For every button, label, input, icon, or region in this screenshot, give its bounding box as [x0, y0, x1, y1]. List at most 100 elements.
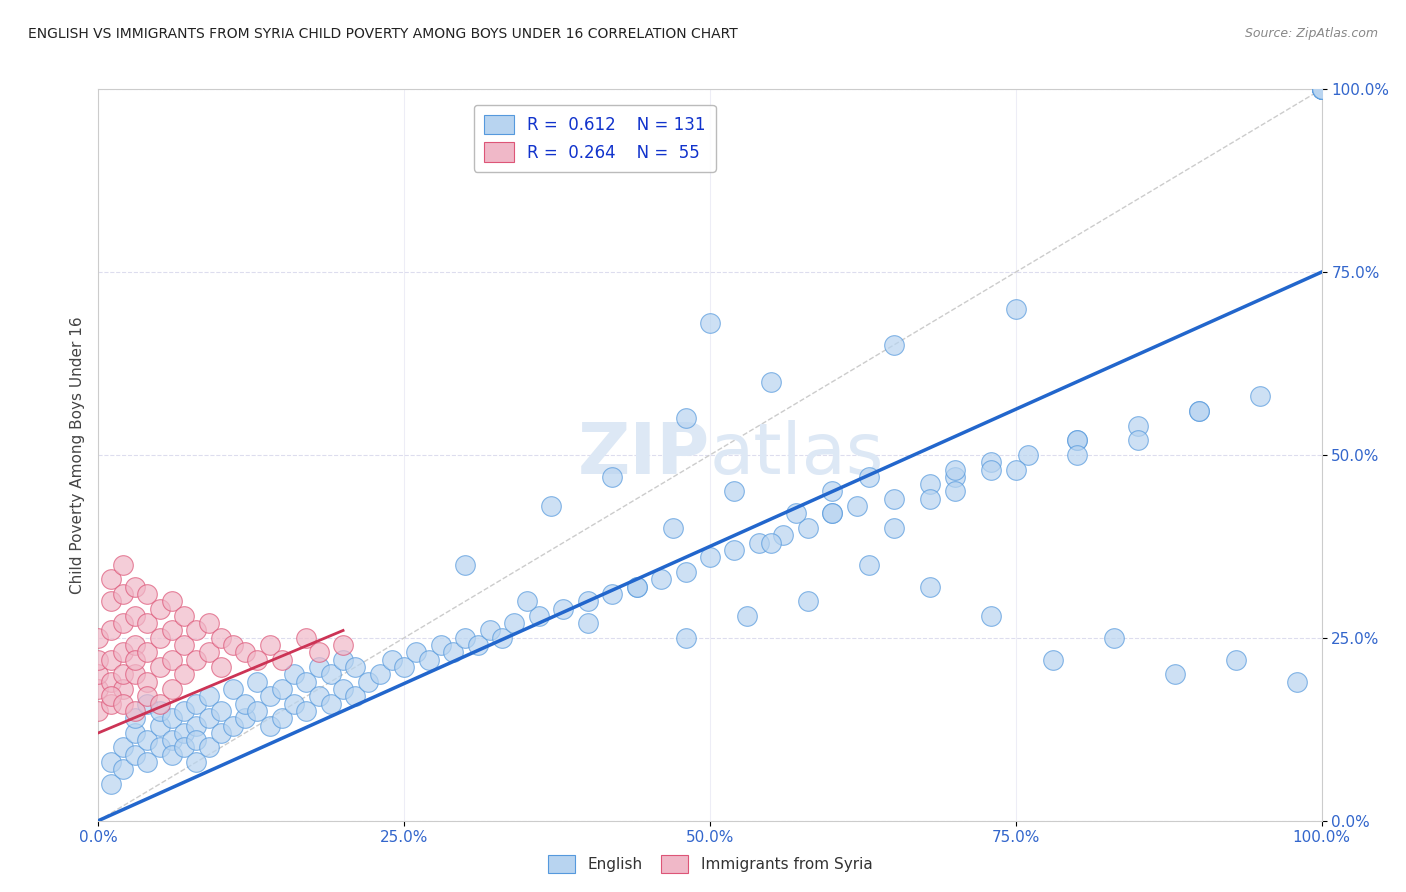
Point [662, 521, 685, 535]
Point [441, 645, 464, 659]
Point [233, 645, 256, 659]
Point [222, 718, 245, 732]
Point [1004, 301, 1026, 316]
Point [576, 616, 599, 631]
Point [821, 484, 844, 499]
Point [160, 733, 183, 747]
Point [883, 491, 905, 506]
Point [160, 624, 183, 638]
Point [100, 697, 122, 711]
Point [173, 667, 195, 681]
Point [344, 660, 367, 674]
Point [883, 338, 905, 352]
Point [149, 740, 172, 755]
Point [111, 616, 134, 631]
Point [222, 638, 245, 652]
Point [124, 653, 146, 667]
Point [821, 507, 844, 521]
Point [600, 470, 623, 484]
Point [100, 594, 122, 608]
Point [149, 697, 172, 711]
Point [344, 690, 367, 704]
Point [1310, 82, 1333, 96]
Point [173, 726, 195, 740]
Point [1128, 418, 1150, 433]
Point [454, 558, 477, 572]
Point [111, 697, 134, 711]
Point [943, 462, 966, 476]
Point [100, 690, 122, 704]
Point [845, 499, 868, 513]
Point [270, 681, 294, 696]
Point [1042, 653, 1064, 667]
Point [980, 455, 1002, 469]
Point [735, 608, 758, 623]
Point [515, 594, 537, 608]
Point [368, 667, 391, 681]
Point [553, 601, 575, 615]
Point [308, 690, 330, 704]
Point [160, 681, 183, 696]
Point [761, 535, 783, 549]
Point [527, 608, 550, 623]
Point [675, 631, 697, 645]
Point [246, 704, 269, 718]
Point [858, 558, 880, 572]
Point [332, 653, 354, 667]
Point [136, 674, 159, 689]
Point [1066, 448, 1088, 462]
Point [392, 660, 416, 674]
Point [246, 674, 269, 689]
Point [1164, 667, 1187, 681]
Point [197, 616, 219, 631]
Point [650, 572, 672, 586]
Point [540, 499, 562, 513]
Point [124, 608, 146, 623]
Point [136, 645, 159, 659]
Point [626, 580, 648, 594]
Point [319, 667, 342, 681]
Point [246, 653, 269, 667]
Point [1310, 82, 1333, 96]
Point [332, 681, 354, 696]
Point [699, 316, 721, 330]
Point [197, 645, 219, 659]
Point [173, 608, 195, 623]
Point [467, 638, 489, 652]
Point [124, 711, 146, 725]
Point [1066, 434, 1088, 448]
Point [1225, 653, 1247, 667]
Point [209, 660, 232, 674]
Point [100, 572, 122, 586]
Point [149, 704, 172, 718]
Point [943, 484, 966, 499]
Point [100, 653, 122, 667]
Point [270, 653, 294, 667]
Point [405, 645, 427, 659]
Point [1128, 434, 1150, 448]
Point [883, 521, 905, 535]
Point [136, 733, 159, 747]
Point [430, 638, 453, 652]
Text: ZIP: ZIP [578, 420, 710, 490]
Point [136, 697, 159, 711]
Point [920, 491, 942, 506]
Point [136, 616, 159, 631]
Point [723, 484, 745, 499]
Point [858, 470, 880, 484]
Point [381, 653, 404, 667]
Point [675, 411, 697, 425]
Point [149, 660, 172, 674]
Point [173, 740, 195, 755]
Point [576, 594, 599, 608]
Point [160, 594, 183, 608]
Point [1066, 434, 1088, 448]
Point [699, 550, 721, 565]
Point [111, 740, 134, 755]
Point [100, 755, 122, 769]
Point [87, 631, 110, 645]
Point [259, 718, 281, 732]
Point [100, 777, 122, 791]
Point [111, 681, 134, 696]
Point [173, 638, 195, 652]
